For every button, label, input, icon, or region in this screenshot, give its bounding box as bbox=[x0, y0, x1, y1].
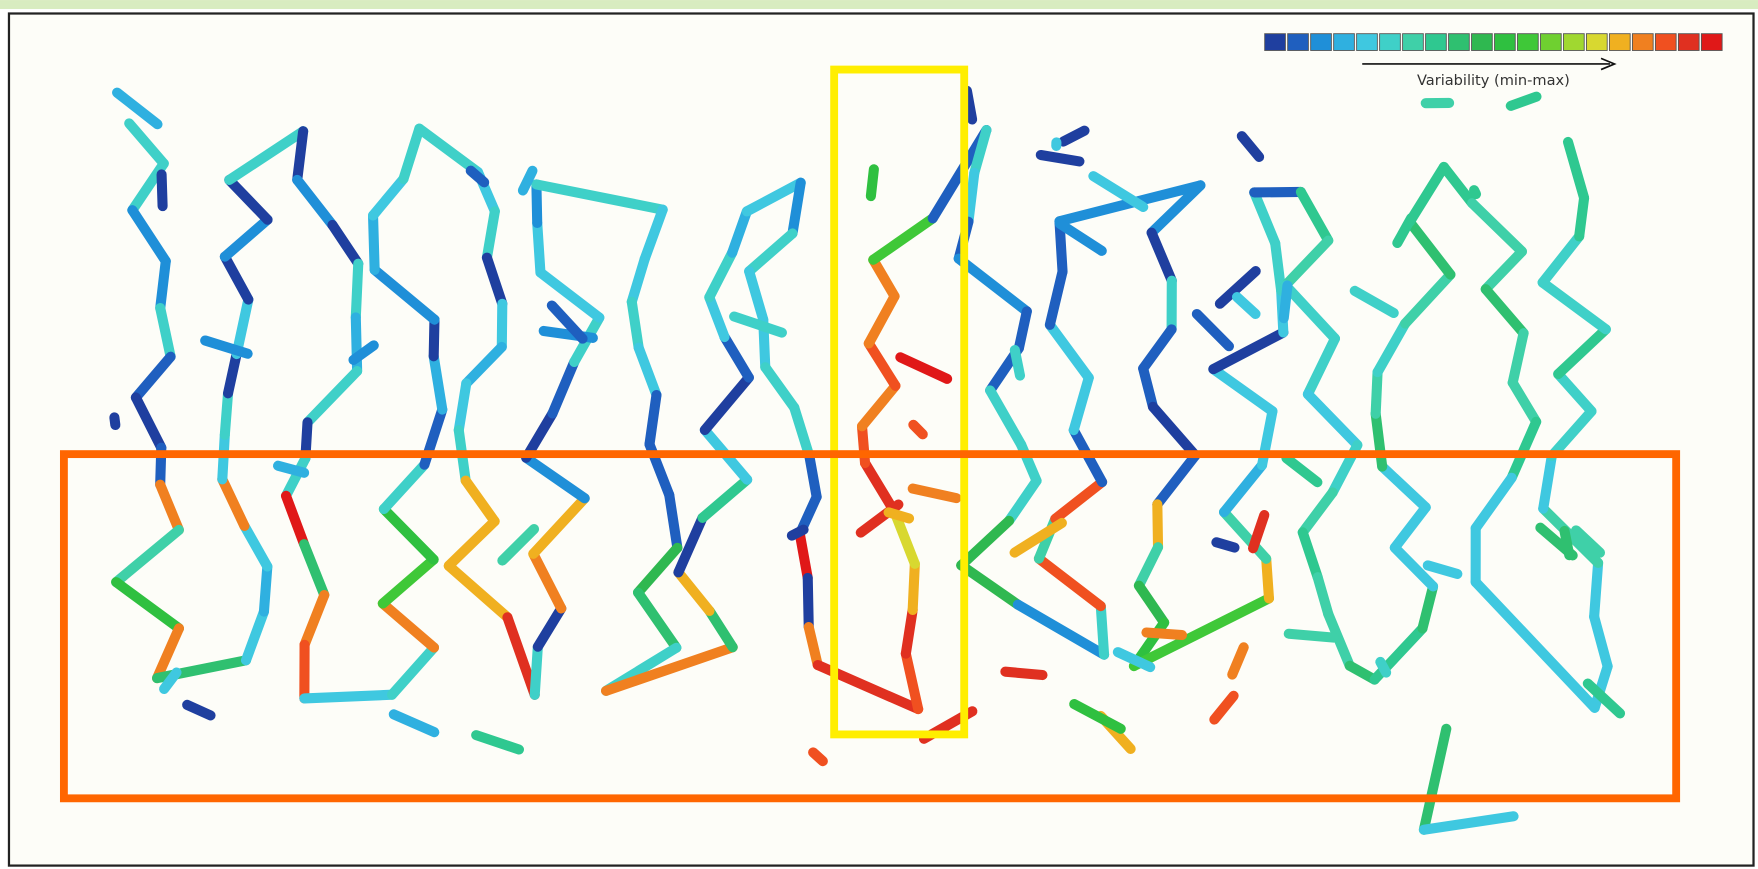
backbone-segment bbox=[968, 173, 974, 222]
backbone-segment bbox=[1005, 672, 1042, 675]
backbone-segment bbox=[1579, 198, 1584, 236]
backbone-segment bbox=[225, 393, 228, 435]
backbone-segment bbox=[278, 466, 304, 473]
backbone-segment bbox=[913, 425, 922, 435]
backbone-segment bbox=[649, 395, 656, 444]
legend-swatch bbox=[1334, 34, 1355, 51]
legend-swatch bbox=[1472, 34, 1493, 51]
backbone-segment bbox=[114, 417, 115, 425]
backbone-segment bbox=[1376, 414, 1383, 467]
backbone-segment bbox=[1041, 155, 1080, 161]
backbone-segment bbox=[1380, 662, 1386, 673]
legend-swatch bbox=[1540, 34, 1561, 51]
legend-swatch bbox=[1586, 34, 1607, 51]
backbone-segment bbox=[297, 131, 303, 180]
legend-label: Variability (min-max) bbox=[1417, 72, 1570, 89]
legend-swatch bbox=[1380, 34, 1401, 51]
backbone-segment bbox=[536, 184, 537, 223]
backbone-segment bbox=[1216, 542, 1234, 547]
backbone-segment bbox=[808, 578, 809, 627]
backbone-segment bbox=[434, 320, 435, 357]
backbone-segment bbox=[1146, 632, 1182, 635]
backbone-segment bbox=[913, 564, 915, 610]
backbone-segment bbox=[1266, 559, 1269, 599]
backbone-segment bbox=[1376, 372, 1378, 414]
backbone-segment bbox=[813, 752, 823, 761]
legend-swatch bbox=[1563, 34, 1584, 51]
backbone-segment bbox=[1284, 285, 1288, 318]
legend-swatch bbox=[1288, 34, 1309, 51]
legend-swatch bbox=[1701, 34, 1722, 51]
legend-swatch bbox=[1632, 34, 1653, 51]
backbone-segment bbox=[792, 530, 804, 536]
backbone-segment bbox=[1275, 243, 1281, 291]
legend-swatch bbox=[1357, 34, 1378, 51]
legend-swatch bbox=[1655, 34, 1676, 51]
legend-swatch bbox=[1518, 34, 1539, 51]
legend-swatch bbox=[1403, 34, 1424, 51]
backbone-segment bbox=[373, 215, 375, 269]
backbone-segment bbox=[1015, 350, 1020, 375]
backbone-segment bbox=[906, 610, 913, 654]
legend-swatch bbox=[1449, 34, 1470, 51]
backbone-segment bbox=[889, 512, 909, 518]
backbone-segment bbox=[1594, 563, 1598, 617]
legend-swatch bbox=[1265, 34, 1286, 51]
backbone-segment bbox=[264, 567, 267, 612]
legend-swatch bbox=[1426, 34, 1447, 51]
legend-swatch bbox=[1311, 34, 1332, 51]
backbone-segment bbox=[1101, 606, 1104, 655]
backbone-segment bbox=[304, 695, 392, 699]
backbone-segment bbox=[809, 456, 816, 497]
backbone-segment bbox=[162, 174, 163, 206]
backbone-segment bbox=[1474, 190, 1476, 194]
backbone-segment bbox=[632, 302, 639, 348]
backbone-segment bbox=[537, 223, 540, 272]
backbone-segment bbox=[356, 264, 358, 318]
top-strip bbox=[0, 0, 1758, 9]
legend-swatch bbox=[1609, 34, 1630, 51]
backbone-segment bbox=[1157, 504, 1158, 547]
backbone-segment bbox=[1289, 634, 1334, 638]
legend-swatch bbox=[1678, 34, 1699, 51]
backbone-segment bbox=[871, 169, 874, 196]
backbone-segment bbox=[535, 647, 538, 695]
legend-swatch bbox=[1495, 34, 1516, 51]
figure: Variability (min-max) bbox=[0, 0, 1758, 869]
backbone-segment bbox=[160, 261, 166, 308]
